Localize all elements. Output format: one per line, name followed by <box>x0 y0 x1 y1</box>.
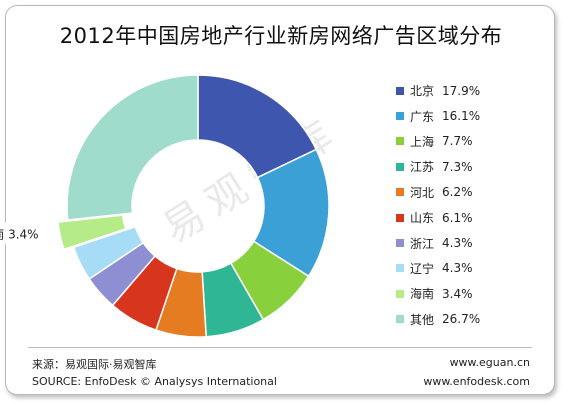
legend-swatch <box>396 264 404 273</box>
legend-swatch <box>396 289 404 298</box>
legend-item: 浙江 4.3% <box>396 230 516 255</box>
legend-item: 其他 26.7% <box>396 307 516 332</box>
legend-label: 江苏 <box>410 160 435 175</box>
website-enfodesk: www.enfodesk.com <box>423 375 530 388</box>
legend-value: 26.7% <box>442 312 481 327</box>
slice-辽宁 <box>72 225 145 280</box>
legend-label: 北京 <box>410 84 435 99</box>
legend-value: 6.1% <box>442 210 473 225</box>
legend-value: 17.9% <box>442 83 481 98</box>
legend-label: 河北 <box>410 185 435 200</box>
legend-value: 7.7% <box>442 134 473 149</box>
legend-swatch <box>396 112 404 121</box>
legend-swatch <box>396 86 404 95</box>
legend-swatch <box>396 162 404 171</box>
legend-swatch <box>396 137 404 146</box>
legend-label: 海南 <box>410 287 435 302</box>
website-eguan: www.eguan.cn <box>449 356 530 369</box>
legend-swatch <box>396 188 404 197</box>
legend-value: 3.4% <box>442 286 473 301</box>
legend-value: 4.3% <box>442 236 473 251</box>
legend-value: 7.3% <box>442 159 473 174</box>
legend-label: 上海 <box>410 134 435 149</box>
legend-swatch <box>396 213 404 222</box>
legend-label: 山东 <box>410 211 435 226</box>
legend-label: 浙江 <box>410 236 435 251</box>
legend-item: 海南 3.4% <box>396 281 516 306</box>
callout-label: 海南 3.4% <box>0 226 39 241</box>
legend-item: 北京 17.9% <box>396 78 516 103</box>
legend-item: 广东 16.1% <box>396 103 516 128</box>
legend-value: 4.3% <box>442 261 473 276</box>
legend-item: 上海 7.7% <box>396 129 516 154</box>
chart-title: 2012年中国房地产行业新房网络广告区域分布 <box>59 24 503 48</box>
legend-value: 16.1% <box>442 109 481 124</box>
source-en: SOURCE: EnfoDesk © Analysys Internationa… <box>32 375 277 388</box>
legend-item: 山东 6.1% <box>396 205 516 230</box>
legend-label: 其他 <box>410 312 435 327</box>
legend-label: 广东 <box>410 109 435 124</box>
slice-其他 <box>66 74 199 221</box>
callout-box <box>0 222 57 245</box>
legend: 北京 17.9% 广东 16.1% 上海 7.7% 江苏 7.3% 河北 6.2% 山东 6.1% 浙江… <box>396 78 516 332</box>
footer-divider <box>28 347 532 348</box>
legend-swatch <box>396 239 404 248</box>
legend-value: 6.2% <box>442 185 473 200</box>
legend-swatch <box>396 315 404 324</box>
legend-item: 江苏 7.3% <box>396 154 516 179</box>
legend-label: 辽宁 <box>410 261 435 276</box>
legend-item: 辽宁 4.3% <box>396 256 516 281</box>
slice-海南 <box>57 214 127 251</box>
legend-item: 河北 6.2% <box>396 180 516 205</box>
source-cn: 来源：易观国际·易观智库 <box>32 358 157 371</box>
slice-北京 <box>197 74 318 179</box>
